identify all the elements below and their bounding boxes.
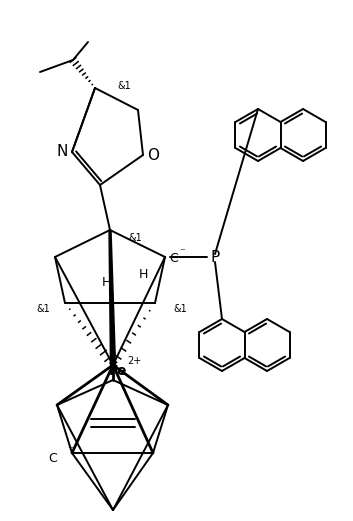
- Text: &1: &1: [173, 304, 187, 314]
- Text: H: H: [138, 268, 148, 281]
- Polygon shape: [109, 230, 115, 365]
- Text: &1: &1: [36, 304, 50, 314]
- Text: C: C: [169, 253, 178, 266]
- Text: C: C: [48, 453, 57, 465]
- Text: ⁻: ⁻: [179, 247, 185, 257]
- Text: N: N: [56, 144, 68, 159]
- Text: &1: &1: [128, 233, 142, 243]
- Text: H: H: [101, 277, 111, 290]
- Text: &1: &1: [117, 81, 131, 91]
- Text: Fe: Fe: [109, 364, 127, 378]
- Text: 2+: 2+: [127, 356, 141, 366]
- Text: ⁻: ⁻: [67, 445, 73, 455]
- Text: O: O: [147, 147, 159, 163]
- Text: P: P: [210, 250, 220, 265]
